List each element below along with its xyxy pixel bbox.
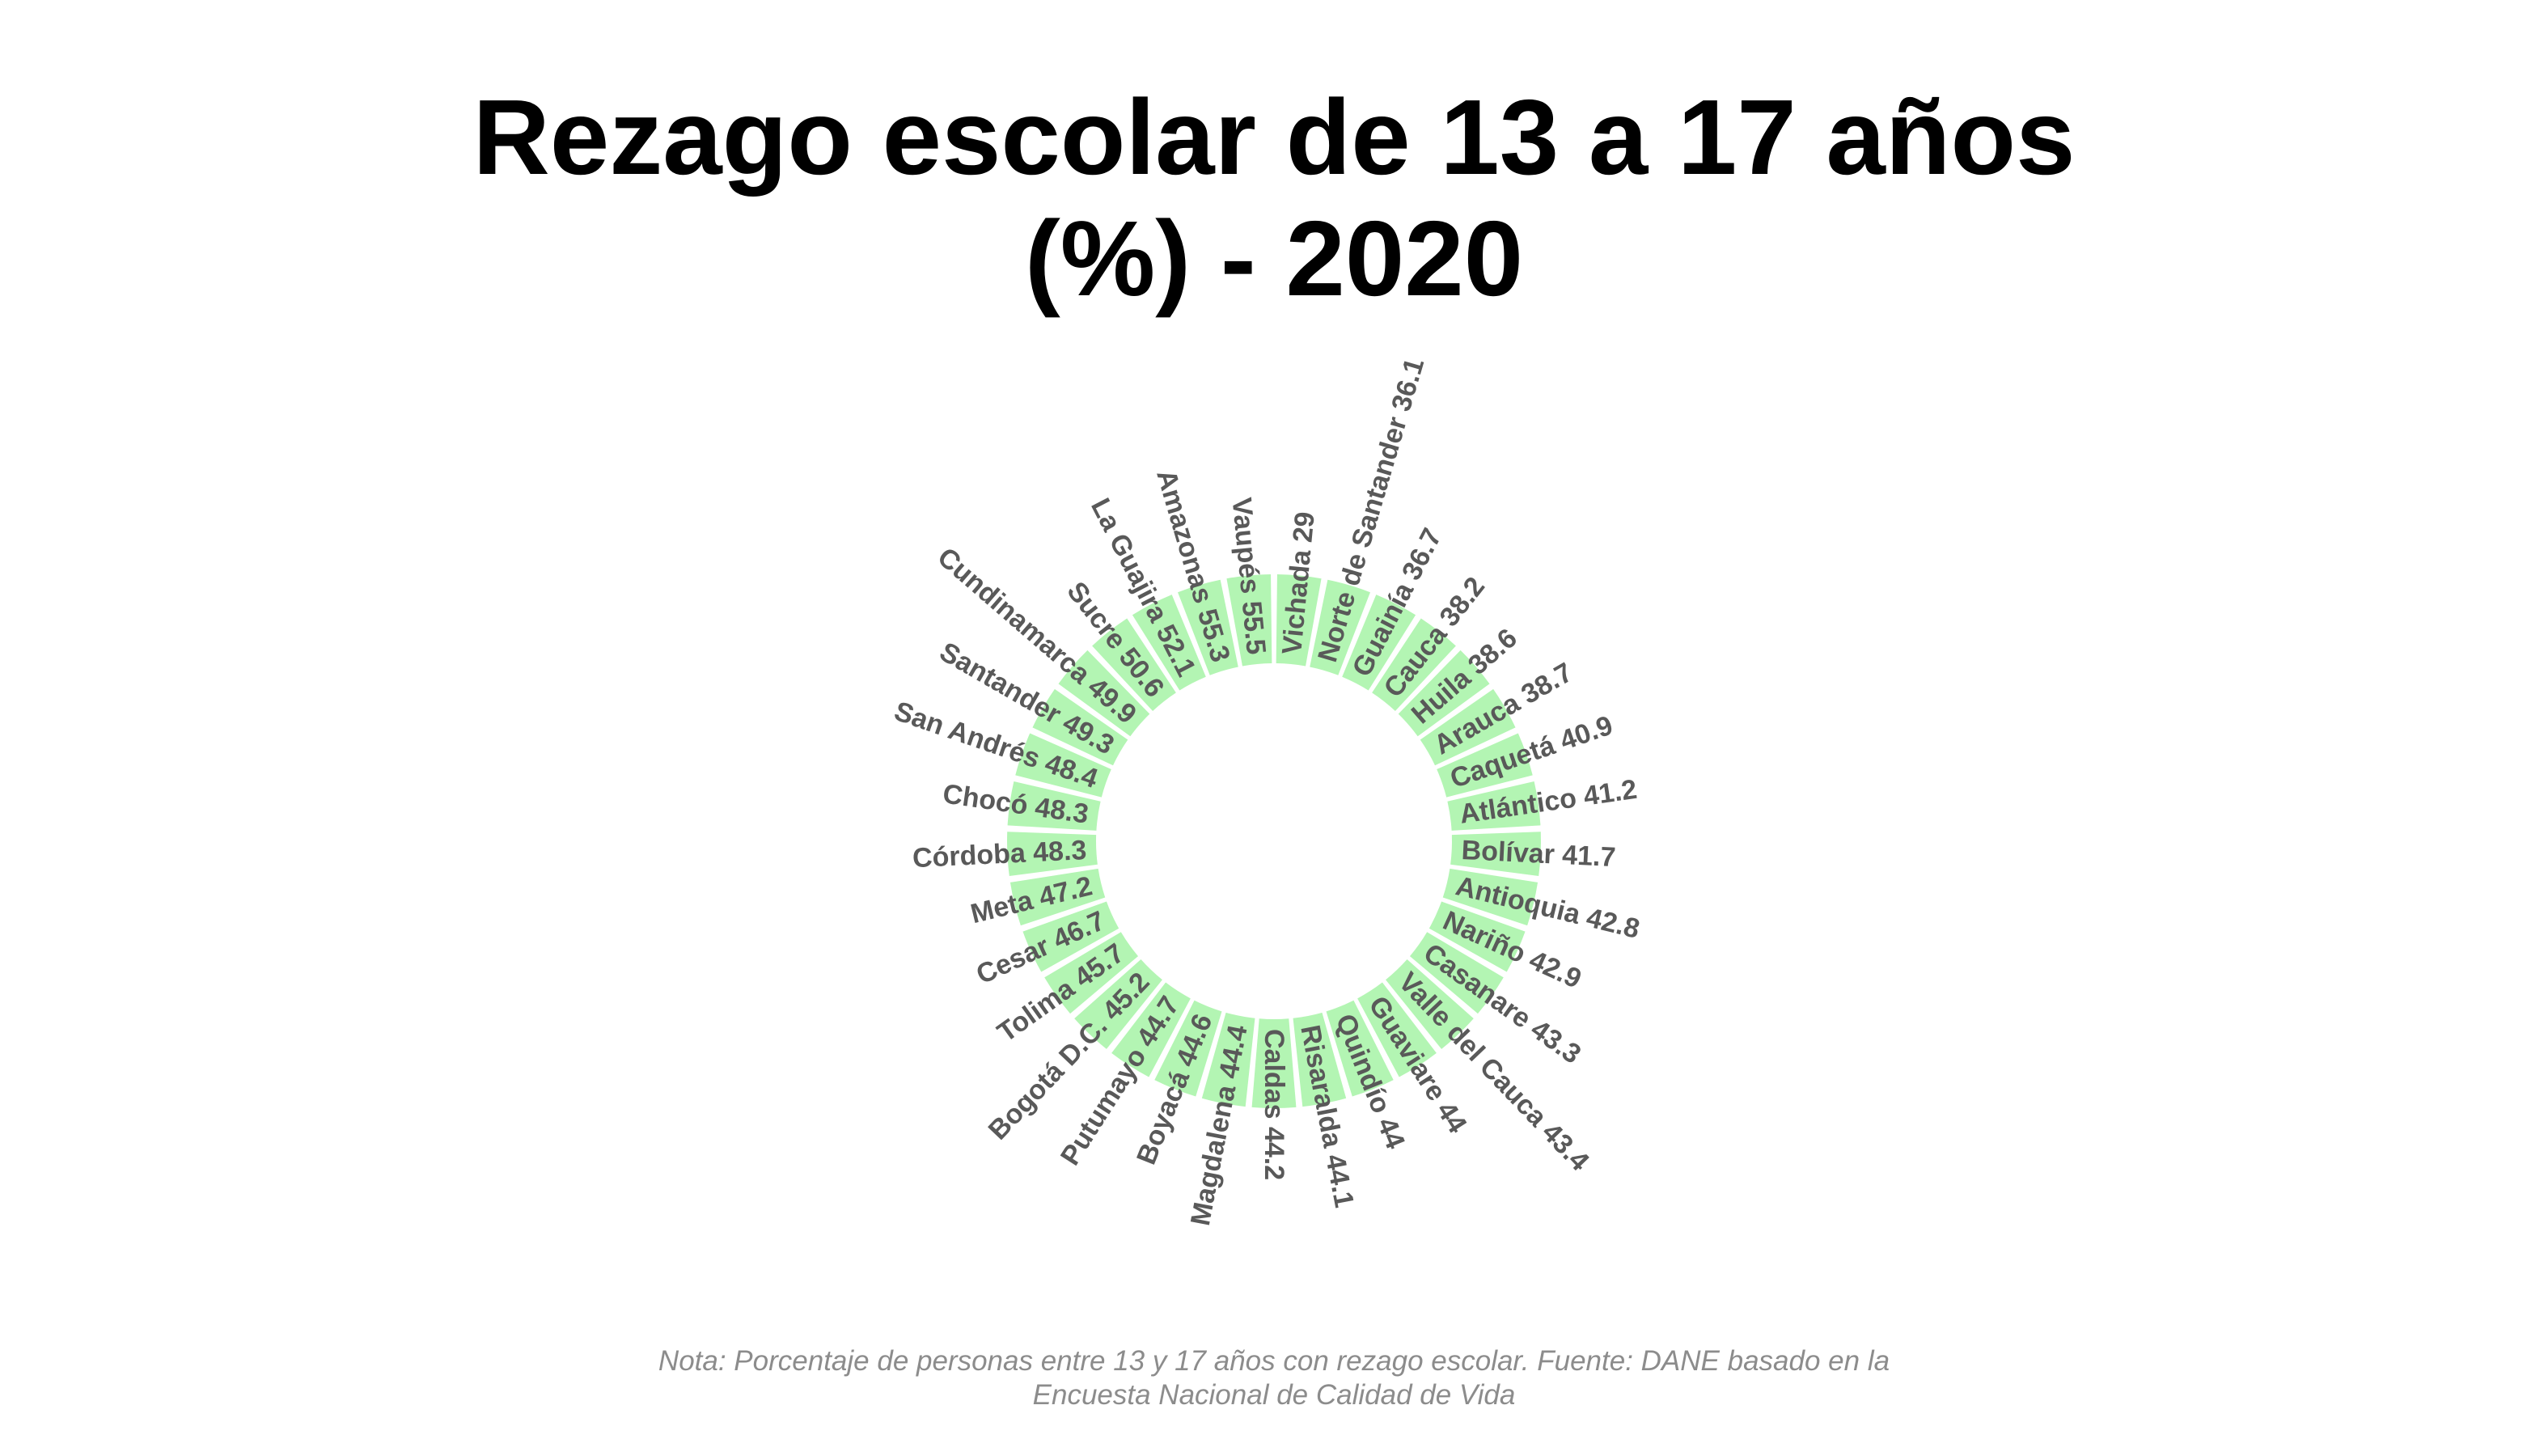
bar-20 bbox=[1074, 959, 1162, 1049]
bar-28 bbox=[1058, 650, 1150, 737]
bar-4 bbox=[1398, 650, 1490, 737]
bar-12 bbox=[1386, 959, 1474, 1049]
bar-label-32: Vaupés 55.5 bbox=[1226, 496, 1272, 655]
bar-23 bbox=[1009, 868, 1106, 926]
bar-5 bbox=[1420, 688, 1516, 766]
chart-title-line-1: Rezago escolar de 13 a 17 años bbox=[472, 78, 2076, 197]
bar-29 bbox=[1092, 618, 1176, 711]
bar-9 bbox=[1442, 868, 1539, 926]
chart-note: Nota: Porcentaje de personas entre 13 y … bbox=[0, 1344, 2548, 1412]
bar-8 bbox=[1450, 832, 1541, 877]
chart-title-line-2: (%) - 2020 bbox=[1024, 199, 1524, 318]
bar-10 bbox=[1428, 901, 1526, 972]
bar-7 bbox=[1447, 781, 1541, 831]
chart-note-line-2: Encuesta Nacional de Calidad de Vida bbox=[1032, 1379, 1516, 1411]
bar-14 bbox=[1326, 1000, 1394, 1097]
bar-25 bbox=[1007, 781, 1101, 831]
bar-15 bbox=[1293, 1012, 1347, 1107]
bar-32 bbox=[1226, 574, 1272, 667]
bar-1 bbox=[1310, 579, 1370, 675]
bar-31 bbox=[1178, 579, 1238, 675]
bar-17 bbox=[1201, 1012, 1255, 1107]
bar-13 bbox=[1357, 982, 1437, 1077]
bar-16 bbox=[1251, 1018, 1297, 1109]
bar-22 bbox=[1022, 901, 1120, 972]
bar-6 bbox=[1437, 733, 1533, 798]
chart-title: Rezago escolar de 13 a 17 años (%) - 202… bbox=[0, 77, 2548, 320]
bar-0 bbox=[1276, 574, 1322, 667]
bar-label-8: Bolívar 41.7 bbox=[1461, 835, 1616, 873]
bar-18 bbox=[1154, 1000, 1222, 1097]
bar-19 bbox=[1111, 982, 1191, 1077]
bar-11 bbox=[1409, 932, 1504, 1014]
bar-26 bbox=[1015, 733, 1111, 798]
bar-label-16: Caldas 44.2 bbox=[1259, 1029, 1289, 1180]
bar-27 bbox=[1032, 688, 1128, 766]
bar-3 bbox=[1372, 618, 1456, 711]
chart-note-line-1: Nota: Porcentaje de personas entre 13 y … bbox=[658, 1345, 1890, 1377]
bar-21 bbox=[1044, 932, 1139, 1014]
bars-layer bbox=[1007, 574, 1541, 1109]
bar-24 bbox=[1007, 832, 1098, 877]
bar-2 bbox=[1342, 595, 1416, 691]
bar-30 bbox=[1132, 595, 1206, 691]
